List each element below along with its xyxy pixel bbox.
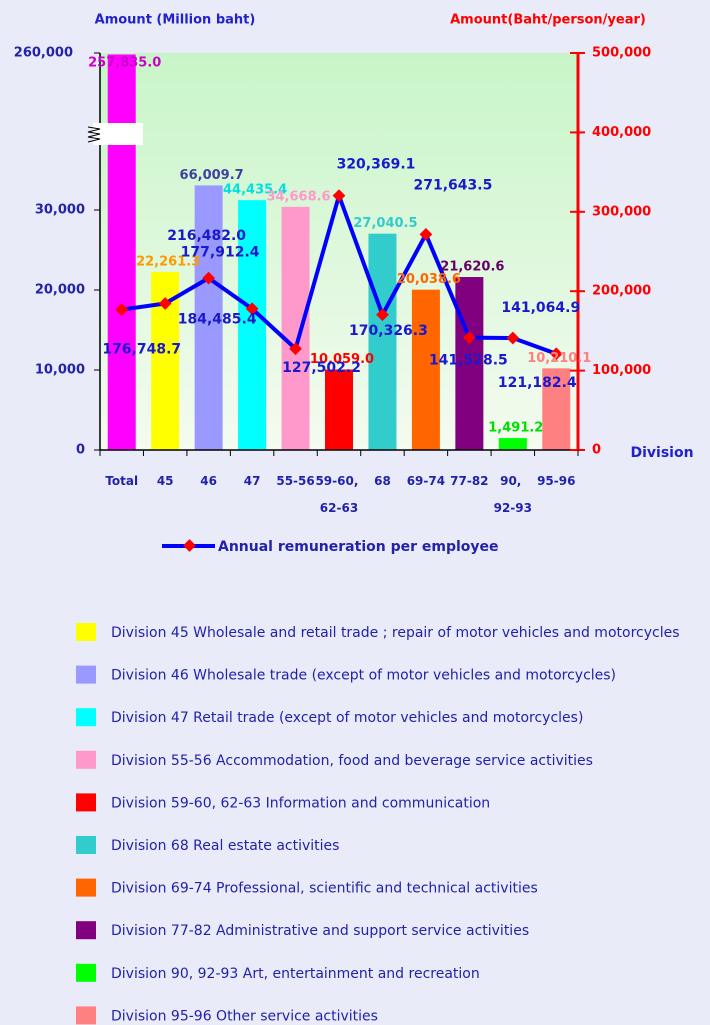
line-value-label: 141,528.5: [429, 353, 508, 369]
x-tick-label: 77-82: [450, 474, 488, 488]
line-value-label: 320,369.1: [337, 157, 416, 173]
line-value-label: 271,643.5: [413, 177, 492, 193]
bar-value-label: 66,009.7: [180, 168, 244, 183]
category-descriptions: Division 45 Wholesale and retail trade ;…: [76, 623, 680, 1025]
bar: [411, 289, 440, 450]
y2-tick-label: 100,000: [592, 363, 651, 378]
description-swatch: [76, 836, 96, 854]
bar: [542, 368, 571, 450]
description-swatch: [76, 1006, 96, 1025]
y2-axis-label: Amount(Baht/person/year): [450, 13, 646, 28]
description-swatch: [76, 963, 96, 982]
y2-tick-label: 0: [592, 443, 601, 458]
y2-tick-label: 400,000: [592, 125, 651, 140]
axes: [99, 53, 580, 451]
line-marker: [462, 331, 476, 344]
x-tick-label: 69-74: [407, 474, 445, 488]
bar-value-label: 10,059.0: [310, 352, 374, 367]
line-marker: [376, 308, 389, 322]
bar-value-label: 44,435.4: [223, 183, 287, 198]
description-swatch: [76, 708, 96, 727]
description-swatch: [76, 793, 96, 812]
description-label: Division 47 Retail trade (except of moto…: [111, 710, 583, 726]
x-tick-label: 55-56: [276, 474, 314, 488]
bar: [107, 54, 136, 451]
description-label: Division 46 Wholesale trade (except of m…: [111, 668, 616, 684]
y-tick-label: 260,000: [14, 46, 73, 61]
line-marker: [289, 342, 302, 356]
description-label: Division 77-82 Administrative and suppor…: [111, 923, 529, 939]
bar-value-label: 257,835.0: [88, 56, 161, 71]
line-marker: [115, 303, 129, 317]
description-swatch: [76, 750, 96, 769]
line-marker: [332, 189, 346, 202]
bar: [238, 200, 267, 450]
description-swatch: [76, 665, 96, 684]
x-tick-label: 90, 92-93: [494, 474, 532, 515]
x-tick-label: 46: [200, 474, 217, 488]
line-value-label: 216,482.0: [167, 228, 246, 244]
line-value-label: 184,485.4: [178, 312, 257, 328]
y2-tick-label: 300,000: [592, 204, 651, 219]
bar-value-label: 34,668.6: [266, 189, 330, 204]
y2-tick-label: 500,000: [592, 46, 651, 61]
x-tick-label: 95-96: [537, 474, 575, 488]
bar-value-label: 1,491.2: [488, 421, 543, 436]
legend: Annual remuneration per employee: [162, 539, 499, 555]
line-value-label: 121,182.4: [498, 375, 577, 391]
line-value-label: 177,912.4: [181, 245, 260, 261]
line-marker: [202, 271, 216, 285]
bar: [194, 185, 223, 450]
legend-label: Annual remuneration per employee: [218, 539, 499, 555]
line-marker: [245, 302, 259, 316]
line-value-label: 127,502.2: [282, 360, 361, 376]
bar: [368, 233, 397, 450]
line-marker: [419, 227, 433, 241]
line-value-label: 176,748.7: [102, 342, 181, 358]
description-swatch: [76, 921, 96, 940]
bar: [498, 438, 527, 450]
description-label: Division 55-56 Accommodation, food and b…: [111, 753, 593, 769]
x-tick-label: 59-60, 62-63: [315, 474, 362, 515]
y2-tick-label: 200,000: [592, 284, 651, 299]
bar-value-label: 27,040.5: [353, 216, 417, 231]
bar-value-label: 10,210.1: [527, 351, 591, 366]
y-axis-label: Amount (Million baht): [95, 13, 256, 28]
description-label: Division 45 Wholesale and retail trade ;…: [111, 625, 680, 641]
y-tick-label: 10,000: [35, 363, 85, 378]
description-label: Division 69-74 Professional, scientific …: [111, 881, 538, 897]
y-tick-label: 0: [76, 443, 85, 458]
description-label: Division 59-60, 62-63 Information and co…: [111, 795, 490, 811]
line-value-label: 141,064.9: [501, 300, 580, 316]
bar-value-label: 21,620.6: [440, 260, 504, 275]
description-label: Division 68 Real estate activities: [111, 838, 339, 854]
line-value-label: 170,326.3: [349, 323, 428, 339]
bar: [325, 369, 353, 450]
plot: [107, 54, 571, 451]
axis-break: [87, 123, 143, 145]
legend-marker: [183, 539, 196, 552]
x-tick-label: 68: [374, 474, 391, 488]
bar-value-label: 20,038.6: [397, 272, 461, 287]
description-swatch: [76, 878, 96, 897]
description-swatch: [76, 623, 96, 641]
description-label: Division 95-96 Other service activities: [111, 1008, 378, 1024]
x-tick-label: 45: [157, 474, 174, 488]
bar-value-label: 22,261.3: [136, 254, 200, 269]
bar: [455, 277, 484, 450]
y-tick-label: 20,000: [35, 283, 85, 298]
y-tick-label: 30,000: [35, 203, 85, 218]
line-marker: [158, 297, 172, 310]
description-label: Division 90, 92-93 Art, entertainment an…: [111, 966, 480, 982]
x-tick-label: 47: [244, 474, 261, 488]
x-axis-label: Division: [630, 445, 693, 461]
bar: [281, 206, 310, 450]
x-tick-label: Total: [105, 474, 138, 488]
